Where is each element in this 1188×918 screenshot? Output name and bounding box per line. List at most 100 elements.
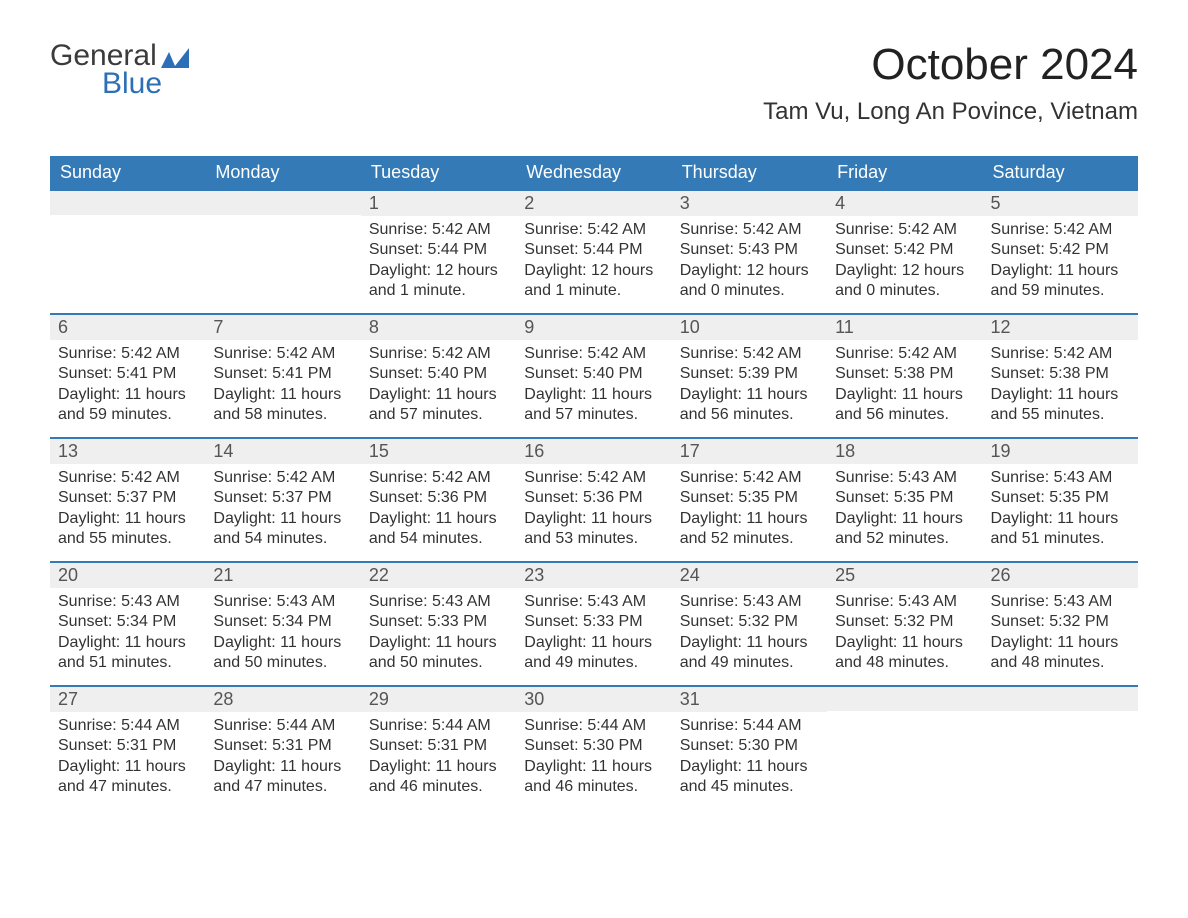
day-line: Sunset: 5:36 PM	[524, 488, 663, 508]
day-cell: 7Sunrise: 5:42 AMSunset: 5:41 PMDaylight…	[205, 315, 360, 437]
day-line: Sunset: 5:40 PM	[369, 364, 508, 384]
day-body	[50, 215, 205, 229]
date-number: 26	[983, 563, 1138, 588]
date-number: 25	[827, 563, 982, 588]
week-row: 6Sunrise: 5:42 AMSunset: 5:41 PMDaylight…	[50, 313, 1138, 437]
title-area: October 2024 Tam Vu, Long An Povince, Vi…	[763, 40, 1138, 126]
day-line: Daylight: 11 hours and 51 minutes.	[991, 509, 1130, 550]
day-cell: 10Sunrise: 5:42 AMSunset: 5:39 PMDayligh…	[672, 315, 827, 437]
day-line: Sunrise: 5:42 AM	[58, 468, 197, 488]
day-line: Sunrise: 5:43 AM	[835, 592, 974, 612]
day-line: Sunrise: 5:42 AM	[524, 344, 663, 364]
date-number: 15	[361, 439, 516, 464]
day-header-row: SundayMondayTuesdayWednesdayThursdayFrid…	[50, 156, 1138, 189]
day-body: Sunrise: 5:43 AMSunset: 5:35 PMDaylight:…	[827, 464, 982, 560]
day-line: Daylight: 11 hours and 57 minutes.	[524, 385, 663, 426]
day-line: Daylight: 11 hours and 55 minutes.	[991, 385, 1130, 426]
day-line: Daylight: 11 hours and 59 minutes.	[991, 261, 1130, 302]
day-body: Sunrise: 5:43 AMSunset: 5:34 PMDaylight:…	[205, 588, 360, 684]
day-line: Sunset: 5:38 PM	[835, 364, 974, 384]
day-line: Sunrise: 5:42 AM	[680, 344, 819, 364]
day-line: Sunset: 5:35 PM	[680, 488, 819, 508]
day-cell: 26Sunrise: 5:43 AMSunset: 5:32 PMDayligh…	[983, 563, 1138, 685]
day-line: Daylight: 11 hours and 54 minutes.	[369, 509, 508, 550]
date-number: 23	[516, 563, 671, 588]
day-line: Sunrise: 5:42 AM	[369, 344, 508, 364]
location-text: Tam Vu, Long An Povince, Vietnam	[763, 98, 1138, 126]
day-body: Sunrise: 5:44 AMSunset: 5:30 PMDaylight:…	[516, 712, 671, 808]
day-line: Daylight: 11 hours and 47 minutes.	[58, 757, 197, 798]
day-line: Sunset: 5:34 PM	[58, 612, 197, 632]
day-body: Sunrise: 5:42 AMSunset: 5:37 PMDaylight:…	[50, 464, 205, 560]
day-body	[983, 711, 1138, 725]
date-number: 31	[672, 687, 827, 712]
date-number: 17	[672, 439, 827, 464]
day-body: Sunrise: 5:42 AMSunset: 5:43 PMDaylight:…	[672, 216, 827, 312]
day-line: Daylight: 11 hours and 49 minutes.	[524, 633, 663, 674]
day-line: Daylight: 11 hours and 57 minutes.	[369, 385, 508, 426]
day-line: Sunrise: 5:43 AM	[369, 592, 508, 612]
day-line: Sunset: 5:39 PM	[680, 364, 819, 384]
day-cell: 2Sunrise: 5:42 AMSunset: 5:44 PMDaylight…	[516, 191, 671, 313]
day-line: Sunrise: 5:42 AM	[524, 468, 663, 488]
day-line: Sunrise: 5:42 AM	[680, 468, 819, 488]
day-line: Daylight: 11 hours and 50 minutes.	[213, 633, 352, 674]
date-number: 13	[50, 439, 205, 464]
day-line: Sunset: 5:42 PM	[835, 240, 974, 260]
day-line: Daylight: 11 hours and 48 minutes.	[991, 633, 1130, 674]
date-number: 4	[827, 191, 982, 216]
day-body: Sunrise: 5:42 AMSunset: 5:44 PMDaylight:…	[516, 216, 671, 312]
day-line: Sunrise: 5:42 AM	[369, 468, 508, 488]
day-line: Sunset: 5:31 PM	[58, 736, 197, 756]
day-line: Daylight: 12 hours and 0 minutes.	[680, 261, 819, 302]
day-line: Sunrise: 5:42 AM	[991, 344, 1130, 364]
day-cell: 5Sunrise: 5:42 AMSunset: 5:42 PMDaylight…	[983, 191, 1138, 313]
day-body: Sunrise: 5:42 AMSunset: 5:35 PMDaylight:…	[672, 464, 827, 560]
day-line: Sunset: 5:40 PM	[524, 364, 663, 384]
day-cell: 22Sunrise: 5:43 AMSunset: 5:33 PMDayligh…	[361, 563, 516, 685]
weeks-container: 1Sunrise: 5:42 AMSunset: 5:44 PMDaylight…	[50, 189, 1138, 809]
day-line: Sunset: 5:33 PM	[369, 612, 508, 632]
day-header-cell: Sunday	[50, 156, 205, 189]
day-line: Sunrise: 5:43 AM	[835, 468, 974, 488]
day-body	[827, 711, 982, 725]
day-body: Sunrise: 5:42 AMSunset: 5:38 PMDaylight:…	[983, 340, 1138, 436]
day-body: Sunrise: 5:42 AMSunset: 5:36 PMDaylight:…	[516, 464, 671, 560]
date-number: 7	[205, 315, 360, 340]
day-body: Sunrise: 5:44 AMSunset: 5:31 PMDaylight:…	[361, 712, 516, 808]
day-line: Sunset: 5:33 PM	[524, 612, 663, 632]
day-body: Sunrise: 5:42 AMSunset: 5:36 PMDaylight:…	[361, 464, 516, 560]
day-line: Sunset: 5:35 PM	[835, 488, 974, 508]
day-line: Sunset: 5:32 PM	[991, 612, 1130, 632]
week-row: 27Sunrise: 5:44 AMSunset: 5:31 PMDayligh…	[50, 685, 1138, 809]
day-header-cell: Wednesday	[516, 156, 671, 189]
date-number: 29	[361, 687, 516, 712]
day-cell: 29Sunrise: 5:44 AMSunset: 5:31 PMDayligh…	[361, 687, 516, 809]
day-body: Sunrise: 5:42 AMSunset: 5:41 PMDaylight:…	[205, 340, 360, 436]
day-line: Sunrise: 5:44 AM	[369, 716, 508, 736]
day-cell: 6Sunrise: 5:42 AMSunset: 5:41 PMDaylight…	[50, 315, 205, 437]
day-line: Daylight: 11 hours and 52 minutes.	[680, 509, 819, 550]
day-cell: 17Sunrise: 5:42 AMSunset: 5:35 PMDayligh…	[672, 439, 827, 561]
date-number: 3	[672, 191, 827, 216]
day-body: Sunrise: 5:42 AMSunset: 5:42 PMDaylight:…	[827, 216, 982, 312]
day-cell: 8Sunrise: 5:42 AMSunset: 5:40 PMDaylight…	[361, 315, 516, 437]
date-number	[827, 687, 982, 711]
logo-word-2: Blue	[50, 68, 189, 100]
day-cell: 18Sunrise: 5:43 AMSunset: 5:35 PMDayligh…	[827, 439, 982, 561]
day-line: Sunrise: 5:42 AM	[680, 220, 819, 240]
date-number: 19	[983, 439, 1138, 464]
day-body: Sunrise: 5:42 AMSunset: 5:42 PMDaylight:…	[983, 216, 1138, 312]
day-cell: 23Sunrise: 5:43 AMSunset: 5:33 PMDayligh…	[516, 563, 671, 685]
day-line: Daylight: 11 hours and 49 minutes.	[680, 633, 819, 674]
date-number: 10	[672, 315, 827, 340]
day-line: Sunset: 5:31 PM	[213, 736, 352, 756]
day-cell: 27Sunrise: 5:44 AMSunset: 5:31 PMDayligh…	[50, 687, 205, 809]
date-number: 28	[205, 687, 360, 712]
day-body: Sunrise: 5:43 AMSunset: 5:33 PMDaylight:…	[361, 588, 516, 684]
day-line: Sunrise: 5:42 AM	[213, 344, 352, 364]
day-body: Sunrise: 5:43 AMSunset: 5:32 PMDaylight:…	[827, 588, 982, 684]
day-body: Sunrise: 5:43 AMSunset: 5:32 PMDaylight:…	[983, 588, 1138, 684]
day-line: Sunset: 5:43 PM	[680, 240, 819, 260]
date-number: 11	[827, 315, 982, 340]
